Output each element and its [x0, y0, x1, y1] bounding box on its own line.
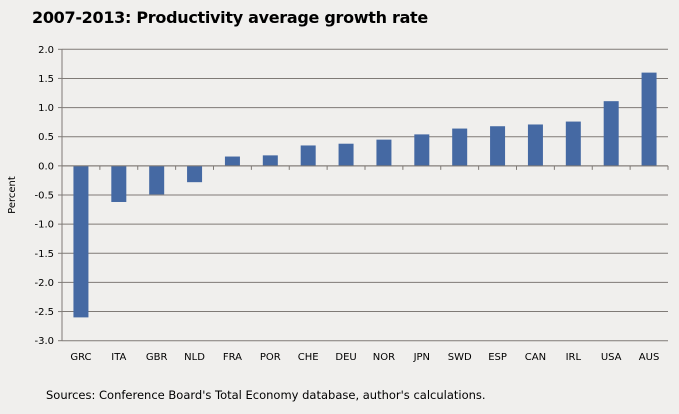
x-tick-label: SWD	[448, 352, 472, 363]
x-tick-label: JPN	[413, 352, 430, 363]
x-tick-label: CHE	[298, 352, 319, 363]
y-axis-label: Percent	[7, 176, 18, 214]
bar-ita	[111, 165, 127, 202]
y-tick-label: -0.5	[34, 191, 54, 202]
x-tick-label: IRL	[566, 352, 582, 363]
x-tick-label: GBR	[146, 352, 168, 363]
y-tick-label: -1.0	[34, 220, 54, 231]
bar-por	[262, 155, 278, 166]
y-tick-label: -3.0	[34, 336, 54, 347]
bar-usa	[603, 101, 619, 166]
x-tick-label: GRC	[70, 352, 91, 363]
bar-grc	[73, 165, 89, 318]
x-tick-label: ITA	[111, 352, 126, 363]
x-tick-label: NOR	[373, 352, 395, 363]
x-tick-label: DEU	[335, 352, 356, 363]
x-tick-label: USA	[601, 352, 622, 363]
x-tick-label: AUS	[639, 352, 660, 363]
bar-jpn	[414, 134, 430, 166]
bar-deu	[338, 143, 354, 166]
y-tick-label: -2.5	[34, 307, 54, 318]
y-tick-label: 2.0	[38, 45, 54, 56]
bar-che	[300, 145, 316, 166]
y-tick-label: -2.0	[34, 278, 54, 289]
x-tick-label: POR	[260, 352, 281, 363]
bar-can	[527, 124, 543, 166]
y-tick-label: 1.5	[38, 74, 54, 85]
bar-esp	[490, 126, 506, 166]
bar-nld	[187, 165, 203, 183]
y-tick-label: -1.5	[34, 249, 54, 260]
x-tick-label: CAN	[525, 352, 546, 363]
x-tick-label: ESP	[488, 352, 507, 363]
y-tick-label: 0.0	[38, 161, 54, 172]
bar-nor	[376, 139, 392, 166]
y-tick-label: 1.0	[38, 103, 54, 114]
bar-swd	[452, 128, 468, 166]
source-note: Sources: Conference Board's Total Econom…	[46, 388, 486, 402]
bar-aus	[641, 72, 657, 166]
x-tick-label: NLD	[184, 352, 205, 363]
x-tick-label: FRA	[223, 352, 242, 363]
chart-title: 2007-2013: Productivity average growth r…	[32, 8, 428, 27]
bar-irl	[565, 121, 581, 166]
bar-fra	[224, 156, 240, 166]
bar-gbr	[149, 165, 165, 195]
y-tick-label: 0.5	[38, 132, 54, 143]
